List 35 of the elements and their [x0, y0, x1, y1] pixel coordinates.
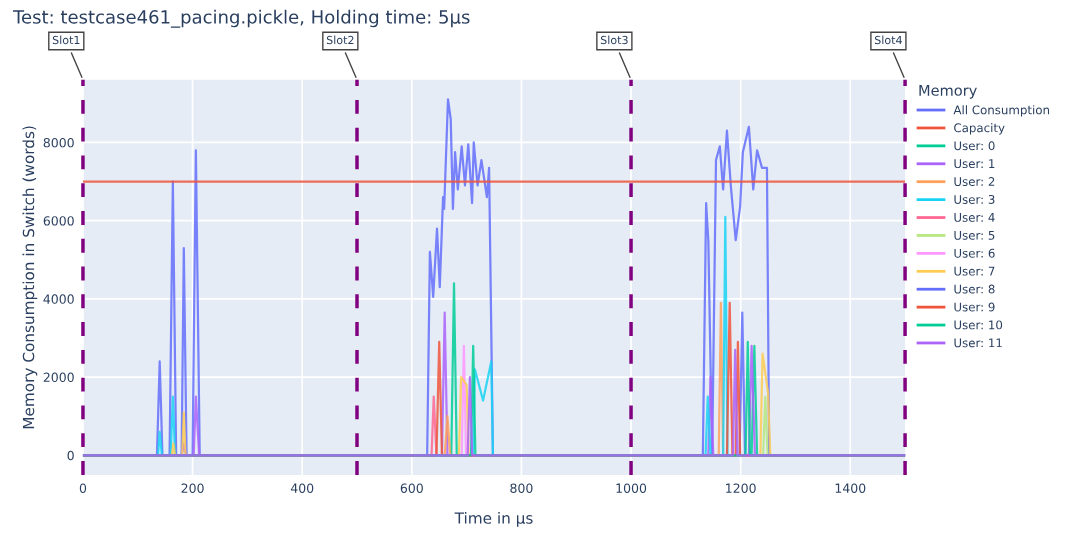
legend-label: User: 2 — [954, 177, 995, 187]
legend-label: All Consumption — [953, 105, 1050, 117]
ref-line-label: Slot3 — [600, 35, 628, 45]
y-tick-label: 0 — [67, 450, 74, 461]
y-tick-label: 8000 — [43, 137, 74, 148]
legend-label: User: 6 — [954, 248, 995, 258]
y-tick-label: 4000 — [43, 294, 74, 304]
x-tick-label: 800 — [510, 483, 533, 493]
x-tick-label: 1000 — [616, 483, 647, 493]
legend-label: User: 11 — [954, 338, 1002, 348]
x-tick-label: 1200 — [726, 483, 756, 493]
x-tick-label: 400 — [290, 483, 314, 493]
chart-title: Test: testcase461_pacing.pickle, Holding time: 5µs — [12, 9, 470, 28]
legend-label: User: 3 — [954, 194, 995, 204]
legend-label: User: 9 — [954, 302, 995, 312]
legend-label: User: 4 — [954, 213, 995, 222]
x-tick-label: 0 — [79, 483, 87, 493]
ref-line-label: Slot1 — [52, 35, 80, 45]
legend-label: Capacity — [954, 123, 1005, 135]
legend-label: User: 8 — [954, 284, 995, 294]
legend-label: User: 5 — [954, 230, 995, 240]
x-axis-title: Time in µs — [454, 511, 533, 527]
y-axis-title: Memory Consumption in Switch (words) — [22, 126, 38, 429]
legend-title: Memory — [919, 85, 977, 99]
y-tick-label: 2000 — [43, 372, 74, 383]
ref-line-label: Slot2 — [326, 35, 354, 45]
legend-label: User: 10 — [954, 320, 1003, 330]
legend-label: User: 7 — [954, 266, 995, 276]
ref-line-label: Slot4 — [874, 35, 902, 45]
legend-label: User: 1 — [954, 159, 995, 169]
x-tick-label: 200 — [181, 483, 204, 493]
legend-label: User: 0 — [954, 141, 995, 151]
x-tick-label: 1400 — [835, 483, 866, 493]
x-tick-label: 600 — [400, 483, 423, 493]
y-tick-label: 6000 — [43, 216, 74, 226]
